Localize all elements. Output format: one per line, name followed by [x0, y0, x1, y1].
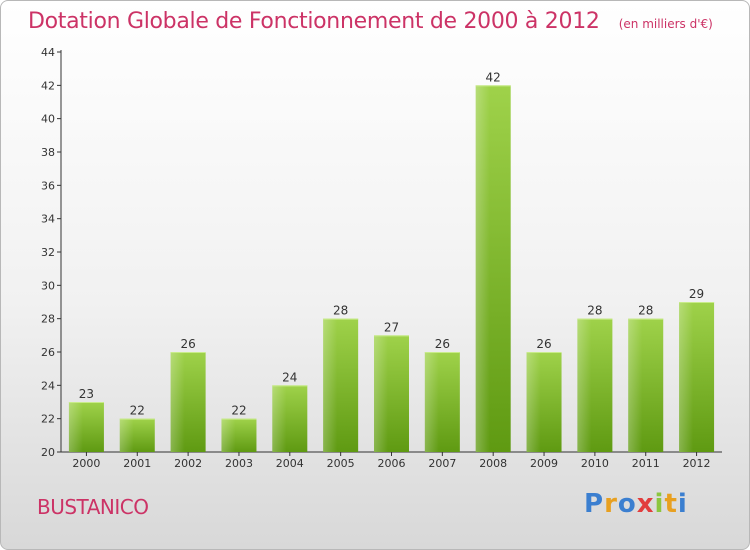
y-axis: 20 22 24 26 28 30 32 34 36 38 40 42 44 — [41, 46, 62, 459]
bar-value-label: 27 — [384, 320, 399, 334]
bar-value-label: 26 — [180, 337, 195, 351]
y-tick-label: 38 — [41, 146, 55, 159]
bar-highlight — [323, 318, 338, 452]
bar-2011: 28 — [628, 304, 664, 452]
bar-highlight — [628, 318, 643, 452]
y-tick-label: 20 — [41, 446, 55, 459]
y-tick-label: 34 — [41, 213, 55, 226]
bar-value-label: 26 — [435, 337, 450, 351]
bar-highlight — [68, 402, 83, 452]
bar-2005: 28 — [323, 304, 359, 452]
bar-2006: 27 — [374, 320, 409, 452]
bar-highlight — [577, 318, 592, 452]
bar-value-label: 28 — [333, 304, 348, 318]
proxiti-logo: Proxiti — [584, 489, 688, 519]
bar-2002: 26 — [170, 337, 206, 452]
x-tick-label: 2009 — [530, 457, 558, 470]
bar-2009: 26 — [526, 337, 562, 452]
x-tick-label: 2010 — [581, 457, 609, 470]
bar-2007: 26 — [424, 337, 460, 452]
y-tick-label: 40 — [41, 113, 55, 126]
y-tick-label: 42 — [41, 79, 55, 92]
bar-2001: 22 — [119, 404, 155, 452]
bar-highlight — [679, 302, 694, 452]
bar-highlight — [475, 85, 490, 452]
x-tick-label: 2008 — [479, 457, 507, 470]
bar-value-label: 28 — [587, 304, 602, 318]
x-tick-label: 2006 — [378, 457, 406, 470]
chart-title: Dotation Globale de Fonctionnement de 20… — [28, 9, 600, 34]
x-tick-label: 2012 — [683, 457, 711, 470]
town-name: BUSTANICO — [37, 495, 149, 519]
x-tick-label: 2000 — [72, 457, 100, 470]
bar-value-label: 24 — [282, 370, 297, 384]
bar-highlight — [424, 352, 439, 452]
bar-highlight — [221, 418, 236, 452]
y-tick-label: 30 — [41, 279, 55, 292]
x-tick-label: 2002 — [174, 457, 202, 470]
bar-2008: 42 — [475, 70, 511, 452]
y-tick-label: 32 — [41, 246, 55, 259]
y-tick-label: 28 — [41, 313, 55, 326]
bar-highlight — [374, 335, 388, 452]
x-tick-label: 2011 — [632, 457, 660, 470]
bar-value-label: 23 — [79, 387, 94, 401]
bar-value-label: 22 — [130, 404, 145, 418]
y-tick-label: 44 — [41, 46, 55, 59]
bar-2012: 29 — [679, 287, 715, 452]
bar-highlight — [170, 352, 185, 452]
y-tick-label: 24 — [41, 379, 55, 392]
bar-value-label: 42 — [486, 70, 501, 84]
x-axis: 2000 2001 2002 2003 2004 2005 2006 2007 2008 2009… — [61, 451, 722, 470]
bars: 23 22 26 22 24 28 27 26 42 26 28 28 29 — [68, 70, 715, 452]
y-tick-label: 22 — [41, 413, 55, 426]
y-tick-label: 36 — [41, 179, 55, 192]
bar-highlight — [272, 385, 287, 452]
x-tick-label: 2007 — [428, 457, 456, 470]
bar-highlight — [119, 418, 134, 452]
chart-unit: (en milliers d'€) — [618, 17, 713, 31]
y-tick-label: 26 — [41, 346, 55, 359]
x-tick-label: 2005 — [327, 457, 355, 470]
bar-value-label: 22 — [231, 404, 246, 418]
x-tick-label: 2003 — [225, 457, 253, 470]
bar-2003: 22 — [221, 404, 257, 452]
bar-value-label: 26 — [536, 337, 551, 351]
x-tick-label: 2004 — [276, 457, 304, 470]
bar-2000: 23 — [68, 387, 104, 452]
bar-2010: 28 — [577, 304, 613, 452]
bar-highlight — [526, 352, 541, 452]
bar-value-label: 28 — [638, 304, 653, 318]
bar-value-label: 29 — [689, 287, 704, 301]
title-row: Dotation Globale de Fonctionnement de 20… — [28, 9, 713, 34]
bar-2004: 24 — [272, 370, 308, 452]
x-tick-label: 2001 — [123, 457, 151, 470]
